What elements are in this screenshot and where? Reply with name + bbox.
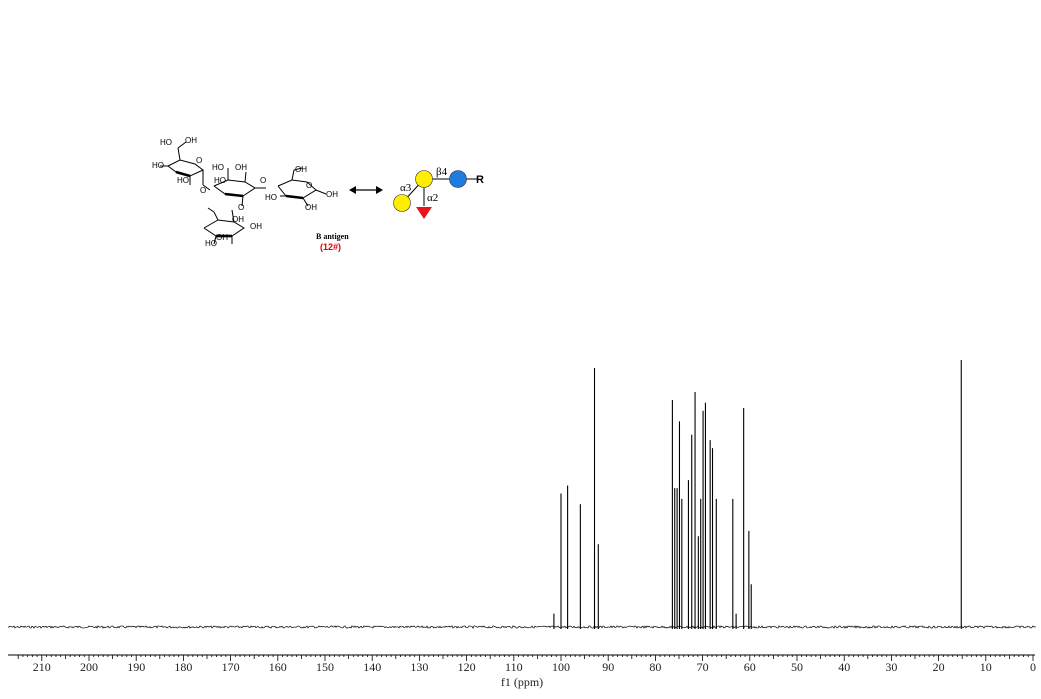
tick-label-200: 200 [80, 660, 98, 674]
structure-diagram: HO OH HO HO HO OH O HO O OH O O HO OH OH… [152, 136, 349, 252]
tick-label-120: 120 [458, 660, 476, 674]
struct-label: OH [305, 203, 317, 212]
tick-label-40: 40 [838, 660, 850, 674]
struct-label: HO [265, 193, 277, 202]
struct-label: OH [295, 165, 307, 174]
struct-label: HO [212, 163, 224, 172]
struct-label: HO [214, 176, 226, 185]
tick-label-190: 190 [127, 660, 145, 674]
tick-label-50: 50 [791, 660, 803, 674]
struct-label: OH [185, 136, 197, 145]
spectrum-baseline [7, 625, 1037, 629]
aglycone-label: R [476, 174, 484, 186]
x-axis-label: f1 (ppm) [501, 675, 543, 689]
tick-label-30: 30 [885, 660, 897, 674]
struct-label: O [306, 181, 312, 190]
tick-label-80: 80 [649, 660, 661, 674]
struct-label: OH [326, 190, 338, 199]
tick-label-90: 90 [602, 660, 614, 674]
struct-label: OH [232, 215, 244, 224]
compound-id: (12#) [320, 242, 341, 252]
tick-label-100: 100 [552, 660, 570, 674]
fucose-node [416, 207, 432, 219]
struct-label: HO [160, 138, 172, 147]
tick-label-160: 160 [269, 660, 287, 674]
struct-label: OH [216, 233, 228, 242]
struct-label: O [260, 176, 266, 185]
tick-label-60: 60 [744, 660, 756, 674]
linkage-beta4: β4 [436, 166, 448, 178]
tick-label-20: 20 [933, 660, 945, 674]
tick-label-170: 170 [222, 660, 240, 674]
struct-label: HO [205, 239, 217, 248]
struct-label: HO [177, 176, 189, 185]
tick-label-180: 180 [174, 660, 192, 674]
struct-label: OH [250, 222, 262, 231]
tick-label-140: 140 [363, 660, 381, 674]
struct-label: O [200, 186, 206, 195]
compound-name: B antigen [316, 232, 349, 241]
struct-label: O [196, 156, 202, 165]
galactose-node [415, 170, 433, 188]
struct-label: O [238, 203, 244, 212]
double-headed-arrow-icon [349, 186, 383, 194]
tick-label-110: 110 [505, 660, 523, 674]
tick-label-10: 10 [980, 660, 992, 674]
glycan-diagram: β4 α3 α2 R [393, 166, 484, 219]
tick-label-130: 130 [410, 660, 428, 674]
linkage-alpha2: α2 [427, 192, 438, 204]
tick-label-210: 210 [33, 660, 51, 674]
struct-label: HO [152, 161, 164, 170]
linkage-alpha3: α3 [400, 182, 412, 194]
glucose-node [449, 170, 467, 188]
x-axis: 210 200 190 180 170 160 150 140 130 120 110 100 90 80… [8, 654, 1036, 674]
tick-label-0: 0 [1030, 660, 1036, 674]
struct-label: OH [235, 163, 247, 172]
spectrum [7, 360, 1037, 629]
galactose-node [393, 194, 411, 212]
tick-label-150: 150 [316, 660, 334, 674]
tick-label-70: 70 [697, 660, 709, 674]
